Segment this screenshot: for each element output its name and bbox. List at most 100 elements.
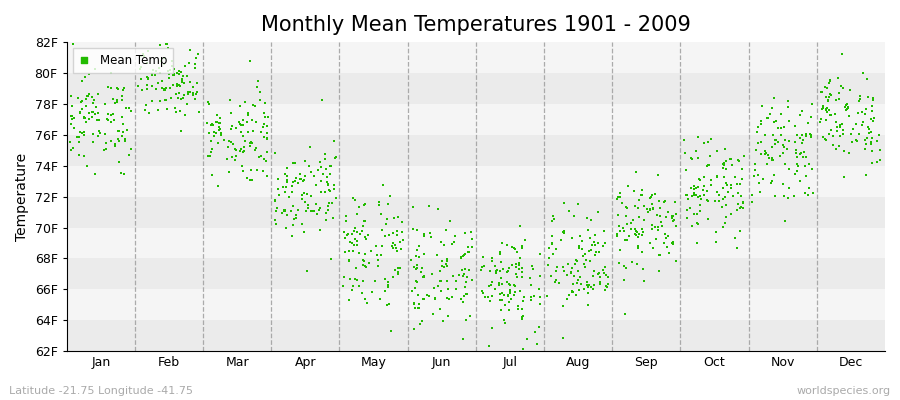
Point (572, 245, 586, 252)
Point (814, 106, 829, 112)
Point (106, 110, 121, 117)
Point (176, 78, 190, 84)
Point (180, 101, 194, 108)
Point (546, 216, 561, 222)
Point (860, 172, 874, 178)
Point (412, 243, 427, 250)
Point (82, 71, 96, 77)
Point (777, 144, 791, 150)
Point (518, 237, 533, 244)
Point (223, 96, 238, 103)
Point (146, 67, 160, 74)
Point (823, 112, 837, 118)
Point (307, 173, 321, 179)
Point (448, 286, 463, 292)
Point (158, 97, 173, 104)
Point (508, 281, 522, 288)
Point (474, 287, 489, 294)
Point (111, 86, 125, 92)
Point (140, 82, 154, 89)
Point (796, 149, 811, 155)
Point (378, 287, 392, 294)
Point (736, 199, 751, 205)
Point (370, 251, 384, 258)
Point (754, 150, 769, 157)
Point (758, 132, 772, 138)
Point (677, 137, 691, 143)
Point (133, 76, 148, 82)
Point (768, 141, 782, 147)
Point (123, 146, 138, 152)
Point (767, 172, 781, 178)
Point (115, 113, 130, 120)
Point (527, 292, 542, 299)
Point (501, 292, 516, 299)
Point (205, 121, 220, 128)
Point (618, 213, 633, 219)
Point (224, 139, 238, 145)
Point (422, 203, 436, 210)
Point (635, 229, 650, 235)
Point (92, 128, 106, 134)
Point (144, 83, 158, 89)
Point (571, 268, 585, 274)
Point (202, 153, 217, 159)
Point (278, 208, 293, 214)
Point (510, 274, 525, 280)
Point (660, 214, 674, 221)
Point (169, 90, 184, 97)
Point (716, 160, 730, 167)
Point (64, 146, 78, 153)
Point (213, 125, 228, 132)
Point (378, 275, 392, 282)
Point (659, 235, 673, 242)
Point (630, 261, 644, 267)
Point (837, 148, 851, 155)
Point (866, 118, 880, 124)
Point (254, 153, 268, 159)
Point (782, 118, 796, 124)
Point (172, 82, 186, 88)
Point (203, 138, 218, 144)
Point (646, 205, 661, 212)
Point (321, 207, 336, 213)
Point (483, 282, 498, 288)
Point (249, 84, 264, 90)
Point (413, 320, 428, 327)
Point (680, 206, 694, 213)
Point (500, 242, 514, 248)
Point (80, 162, 94, 169)
Point (201, 153, 215, 159)
Point (525, 263, 539, 269)
Point (829, 145, 843, 152)
Point (410, 246, 424, 253)
Point (560, 272, 574, 278)
Point (415, 265, 429, 271)
Point (832, 90, 847, 96)
Point (158, 41, 173, 47)
Point (531, 373, 545, 379)
Point (114, 133, 129, 139)
Point (572, 274, 587, 280)
Point (641, 209, 655, 215)
Point (347, 225, 362, 231)
Point (631, 234, 645, 240)
Point (118, 136, 132, 142)
Point (177, 112, 192, 118)
Point (256, 134, 271, 140)
Point (275, 184, 290, 190)
Point (587, 282, 601, 289)
Point (588, 242, 602, 248)
Point (495, 240, 509, 247)
Point (596, 242, 610, 249)
Point (439, 278, 454, 284)
Point (449, 278, 464, 284)
Point (502, 290, 517, 296)
Point (337, 229, 351, 236)
Point (836, 127, 850, 134)
Point (586, 273, 600, 279)
Point (824, 127, 838, 133)
Point (459, 279, 473, 285)
Point (856, 119, 870, 125)
Point (611, 222, 625, 229)
